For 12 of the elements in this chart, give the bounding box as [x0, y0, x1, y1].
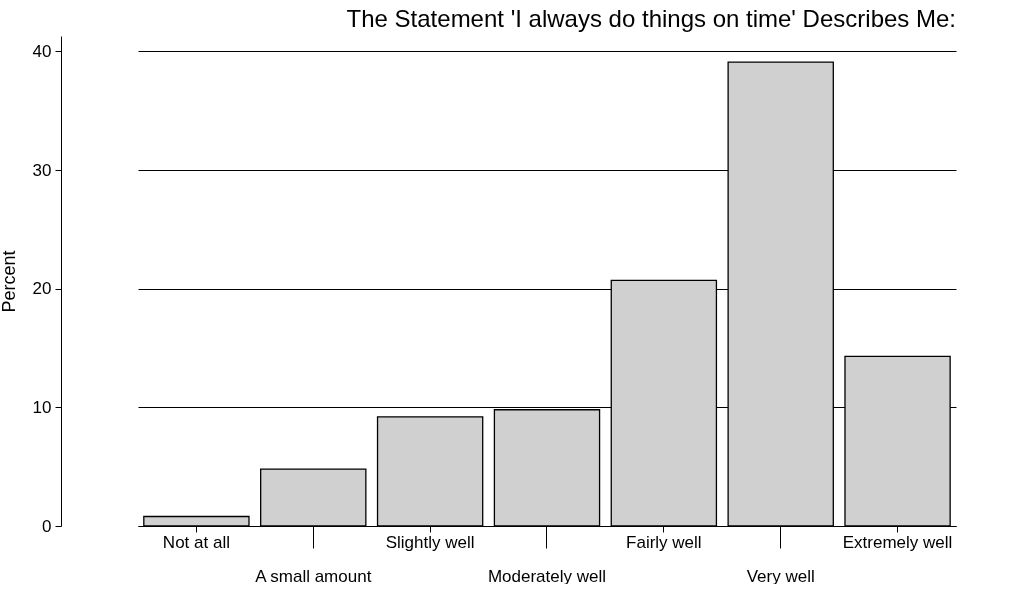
x-tick-label: Extremely well: [842, 532, 953, 552]
y-tick-label: 10: [32, 397, 52, 417]
y-tick-label: 0: [42, 516, 52, 536]
y-tick-label: 40: [32, 41, 52, 61]
chart-title: The Statement 'I always do things on time' Describes Me:: [346, 5, 956, 32]
x-tick-label: Not at all: [162, 532, 230, 552]
x-tick-label: A small amount: [255, 566, 372, 586]
y-axis-title: Percent: [0, 250, 19, 313]
y-tick-label: 30: [32, 160, 52, 180]
y-tick-label: 20: [32, 279, 52, 299]
x-tick-label: Slightly well: [385, 532, 475, 552]
x-tick-label: Fairly well: [626, 532, 702, 552]
